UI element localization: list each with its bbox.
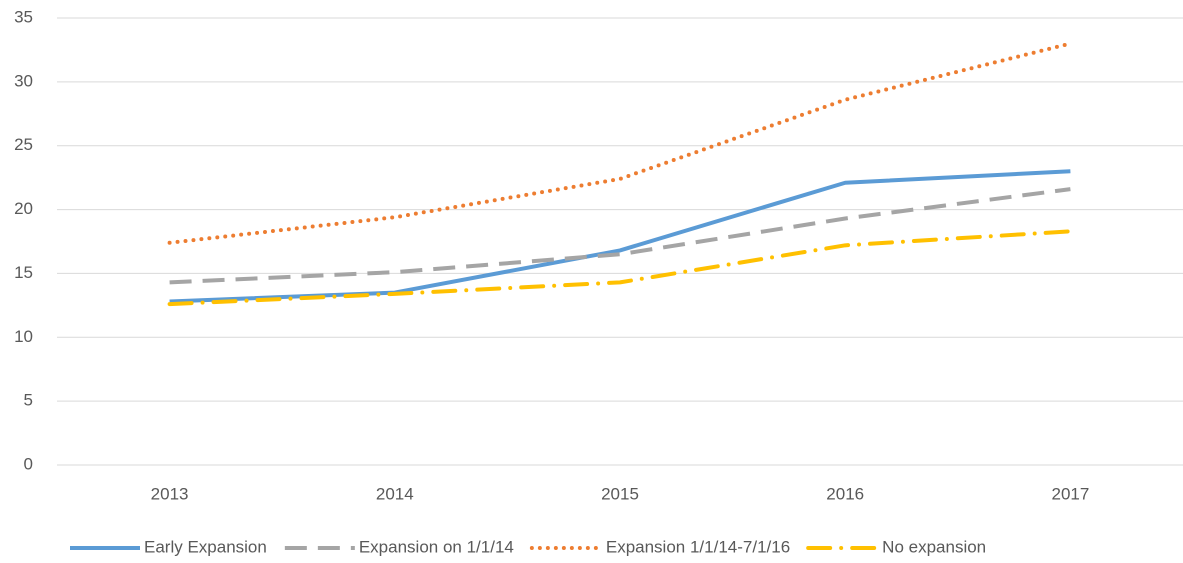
- legend-label: No expansion: [882, 537, 986, 556]
- legend-label: Expansion 1/1/14-7/1/16: [606, 537, 790, 556]
- series-line: [167, 229, 1073, 307]
- y-tick-label: 35: [14, 7, 33, 26]
- x-tick-label: 2016: [826, 484, 864, 503]
- y-tick-label: 0: [24, 454, 33, 473]
- legend-label: Expansion on 1/1/14: [359, 537, 514, 556]
- y-tick-label: 25: [14, 135, 33, 154]
- y-tick-label: 30: [14, 71, 33, 90]
- y-tick-label: 15: [14, 263, 33, 282]
- legend-label: Early Expansion: [144, 537, 267, 556]
- y-tick-label: 5: [24, 391, 33, 410]
- x-tick-label: 2014: [376, 484, 414, 503]
- x-tick-label: 2017: [1051, 484, 1089, 503]
- y-tick-label: 20: [14, 199, 33, 218]
- x-tick-label: 2015: [601, 484, 639, 503]
- series-line: [167, 41, 1073, 245]
- series-line: [169, 187, 1071, 285]
- x-tick-label: 2013: [151, 484, 189, 503]
- y-tick-label: 10: [14, 327, 33, 346]
